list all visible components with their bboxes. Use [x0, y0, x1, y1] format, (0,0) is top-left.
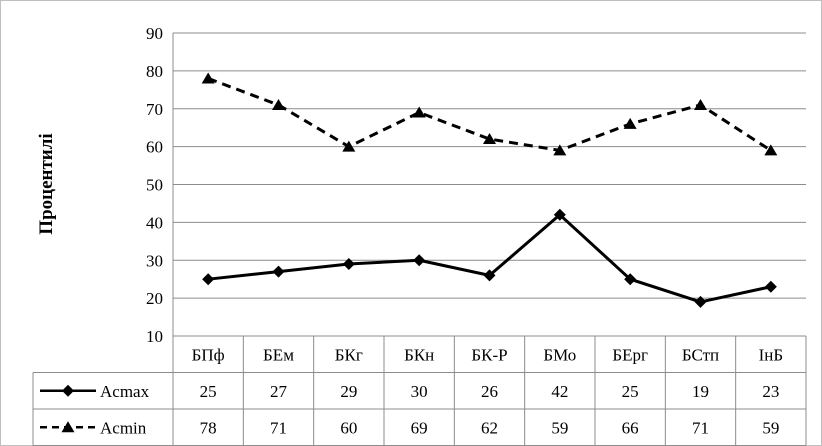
- data-table-value: 71: [692, 418, 709, 437]
- y-tick-label: 40: [146, 213, 163, 232]
- x-tick-label: БЕрг: [612, 345, 648, 364]
- y-tick-label: 70: [146, 100, 163, 119]
- data-table-value: 66: [622, 418, 639, 437]
- y-axis-label: Процентилі: [36, 133, 57, 234]
- data-table-value: 27: [270, 382, 288, 401]
- data-point-acmax: [342, 258, 355, 271]
- y-tick-label: 50: [146, 176, 163, 195]
- data-table-value: 78: [200, 418, 217, 437]
- data-point-acmin: [553, 144, 567, 156]
- y-tick-label: 80: [146, 62, 163, 81]
- data-point-acmin: [412, 106, 426, 118]
- series-line-acmax: [208, 213, 772, 304]
- data-point-acmax: [764, 280, 777, 293]
- data-point-acmax: [413, 254, 426, 267]
- data-table: БПф БЕм БКг БКн БК-Р БМо БЕрг БСтп ІнБ Acmax 25 27 2…: [32, 335, 807, 446]
- x-tick-label: БСтп: [682, 345, 719, 364]
- x-tick-label: БК-Р: [471, 345, 507, 364]
- data-table-value: 29: [340, 382, 357, 401]
- data-table-value: 25: [200, 382, 217, 401]
- legend-series-name: Acmin: [100, 418, 147, 437]
- y-tick-label: 30: [146, 251, 163, 270]
- data-table-value: 69: [411, 418, 428, 437]
- legend-series-name: Acmax: [100, 382, 150, 401]
- x-tick-label: ІнБ: [759, 345, 784, 364]
- data-table-value: 42: [551, 382, 568, 401]
- data-point-acmax: [483, 269, 496, 282]
- data-table-value: 23: [762, 382, 779, 401]
- data-table-value: 59: [762, 418, 779, 437]
- x-tick-label: БКн: [404, 345, 434, 364]
- x-tick-label: БЕм: [263, 345, 294, 364]
- data-point-acmax: [624, 273, 637, 286]
- y-tick-labels: 10 20 30 40 50 60 70 80 90: [146, 24, 163, 346]
- data-point-acmax: [272, 265, 285, 278]
- data-table-value: 25: [622, 382, 639, 401]
- data-table-value: 26: [481, 382, 498, 401]
- y-tick-label: 90: [146, 24, 163, 43]
- data-point-acmax: [553, 208, 566, 221]
- legend-key-marker: [61, 421, 75, 433]
- data-point-acmax: [694, 295, 707, 308]
- y-tick-label: 10: [146, 327, 163, 346]
- data-point-acmin: [483, 133, 496, 145]
- data-point-acmin: [694, 98, 707, 110]
- data-point-acmin: [764, 144, 778, 156]
- data-table-value: 59: [551, 418, 568, 437]
- data-table-value: 62: [481, 418, 498, 437]
- data-table-value: 30: [411, 382, 428, 401]
- gridlines: [172, 32, 806, 337]
- data-table-value: 71: [270, 418, 287, 437]
- x-tick-label: БКг: [335, 345, 363, 364]
- data-table-value: 60: [340, 418, 357, 437]
- legend-key-marker: [62, 384, 74, 397]
- data-point-acmin: [623, 117, 637, 129]
- data-point-acmin: [272, 98, 285, 110]
- data-table-value: 19: [692, 382, 709, 401]
- y-tick-label: 60: [146, 138, 163, 157]
- data-point-acmax: [202, 273, 215, 286]
- series-layer: [201, 72, 778, 308]
- x-tick-label: БПф: [192, 345, 225, 364]
- data-point-acmin: [201, 72, 215, 84]
- data-point-acmin: [342, 140, 356, 152]
- y-tick-label: 20: [146, 289, 163, 308]
- x-tick-label: БМо: [543, 345, 576, 364]
